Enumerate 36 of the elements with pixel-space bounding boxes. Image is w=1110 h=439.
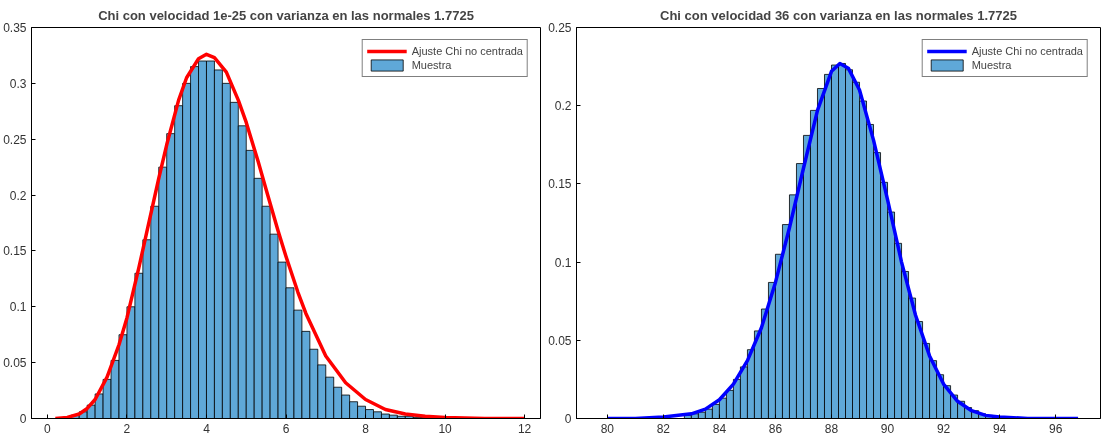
chart-title: Chi con velocidad 36 con varianza en las normales 1.7725	[660, 7, 1017, 23]
legend-label: Ajuste Chi no centrada	[411, 44, 523, 58]
x-tick-label: 84	[712, 421, 727, 436]
x-tick-label: 80	[600, 421, 615, 436]
y-tick-label: 0.1	[554, 255, 572, 270]
x-tick-label: 86	[768, 421, 783, 436]
legend-label: Muestra	[411, 58, 452, 72]
chart-title: Chi con velocidad 1e-25 con varianza en las normales 1.7725	[98, 7, 474, 23]
y-tick-label: 0.35	[3, 21, 27, 35]
x-tick-label: 0	[44, 421, 52, 436]
legend-label: Muestra	[971, 58, 1012, 72]
x-tick-label: 6	[282, 421, 290, 436]
y-tick-label: 0.2	[554, 99, 572, 114]
x-tick-label: 94	[992, 421, 1007, 436]
x-tick-label: 82	[656, 421, 671, 436]
x-tick-label: 96	[1048, 421, 1063, 436]
y-tick-label: 0	[564, 412, 572, 426]
y-tick-label: 0.25	[548, 21, 572, 35]
y-tick-label: 0.2	[9, 188, 27, 203]
y-tick-label: 0.15	[548, 177, 572, 192]
x-tick-label: 4	[203, 421, 211, 436]
legend-label: Ajuste Chi no centrada	[971, 44, 1083, 58]
x-tick-label: 12	[517, 421, 532, 436]
x-tick-label: 88	[824, 421, 839, 436]
x-tick-label: 10	[438, 421, 453, 436]
x-tick-label: 2	[123, 421, 131, 436]
y-tick-label: 0	[19, 412, 27, 426]
y-tick-label: 0.15	[3, 244, 27, 259]
x-tick-label: 90	[880, 421, 895, 436]
y-tick-label: 0.05	[3, 356, 27, 371]
y-tick-label: 0.1	[9, 300, 27, 315]
y-tick-label: 0.3	[9, 76, 27, 91]
y-tick-label: 0.25	[3, 132, 27, 147]
x-tick-label: 8	[362, 421, 370, 436]
x-tick-label: 92	[936, 421, 951, 436]
y-tick-label: 0.05	[548, 333, 572, 348]
